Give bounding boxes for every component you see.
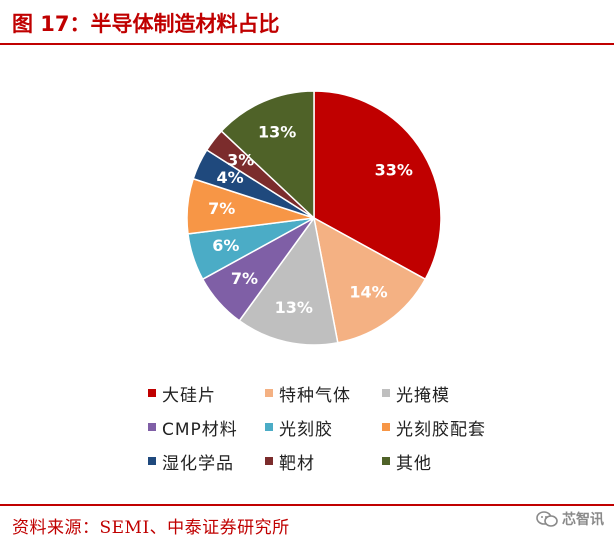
legend-label: 大硅片 xyxy=(162,385,216,406)
legend-item: 大硅片 xyxy=(148,381,265,406)
legend-swatch xyxy=(265,423,273,431)
pie-chart: 33%14%13%7%6%7%4%3%13% xyxy=(186,90,442,346)
pie-slices xyxy=(186,90,442,346)
pie-data-label: 13% xyxy=(258,122,296,141)
legend-label: 光刻胶配套 xyxy=(396,419,486,440)
pie-slice-0 xyxy=(313,90,442,281)
legend-swatch xyxy=(382,389,390,397)
legend-row: CMP材料 光刻胶 光刻胶配套 xyxy=(148,410,528,444)
legend-swatch xyxy=(148,457,156,465)
legend-item: CMP材料 xyxy=(148,415,265,440)
legend-swatch xyxy=(148,423,156,431)
legend-item: 光刻胶 xyxy=(265,415,382,440)
legend-swatch xyxy=(265,457,273,465)
legend-swatch xyxy=(382,423,390,431)
legend-item: 光掩模 xyxy=(382,381,499,406)
legend-item: 特种气体 xyxy=(265,381,382,406)
legend-row: 大硅片 特种气体 光掩模 xyxy=(148,376,528,410)
pie-slice-2 xyxy=(238,216,339,346)
legend-swatch xyxy=(148,389,156,397)
pie-slice-1 xyxy=(312,216,427,344)
legend-label: 光掩模 xyxy=(396,385,450,406)
legend-label: 其他 xyxy=(396,453,432,474)
legend-label: 光刻胶 xyxy=(279,419,333,440)
watermark: 芯智讯 xyxy=(536,509,604,529)
watermark-text: 芯智讯 xyxy=(562,512,604,528)
legend-swatch xyxy=(265,389,273,397)
chart-legend: 大硅片 特种气体 光掩模 CMP材料 光刻胶 光刻胶配套湿化学品 靶材 其他 xyxy=(148,376,528,478)
pie-data-label: 3% xyxy=(227,151,254,170)
pie-data-label: 6% xyxy=(212,236,239,255)
legend-swatch xyxy=(382,457,390,465)
legend-item: 其他 xyxy=(382,449,499,474)
pie-data-label: 7% xyxy=(231,269,258,288)
pie-slice-8 xyxy=(220,90,315,220)
legend-label: 特种气体 xyxy=(279,385,351,406)
pie-labels: 33%14%13%7%6%7%4%3%13% xyxy=(208,122,413,317)
legend-item: 湿化学品 xyxy=(148,449,265,474)
pie-data-label: 14% xyxy=(349,283,387,302)
legend-item: 靶材 xyxy=(265,449,382,474)
legend-label: 靶材 xyxy=(279,453,315,474)
pie-data-label: 13% xyxy=(275,298,313,317)
title-divider xyxy=(0,43,614,45)
pie-data-label: 33% xyxy=(375,160,413,179)
figure-title: 图 17：半导体制造材料占比 xyxy=(12,12,280,36)
legend-row: 湿化学品 靶材 其他 xyxy=(148,444,528,478)
legend-label: 湿化学品 xyxy=(162,453,234,474)
legend-item: 光刻胶配套 xyxy=(382,415,499,440)
source-note: 资料来源：SEMI、中泰证券研究所 xyxy=(12,518,290,538)
pie-data-label: 4% xyxy=(217,168,244,187)
legend-label: CMP材料 xyxy=(162,419,238,440)
source-divider xyxy=(0,504,614,506)
pie-data-label: 7% xyxy=(208,199,235,218)
wechat-icon xyxy=(536,511,558,527)
